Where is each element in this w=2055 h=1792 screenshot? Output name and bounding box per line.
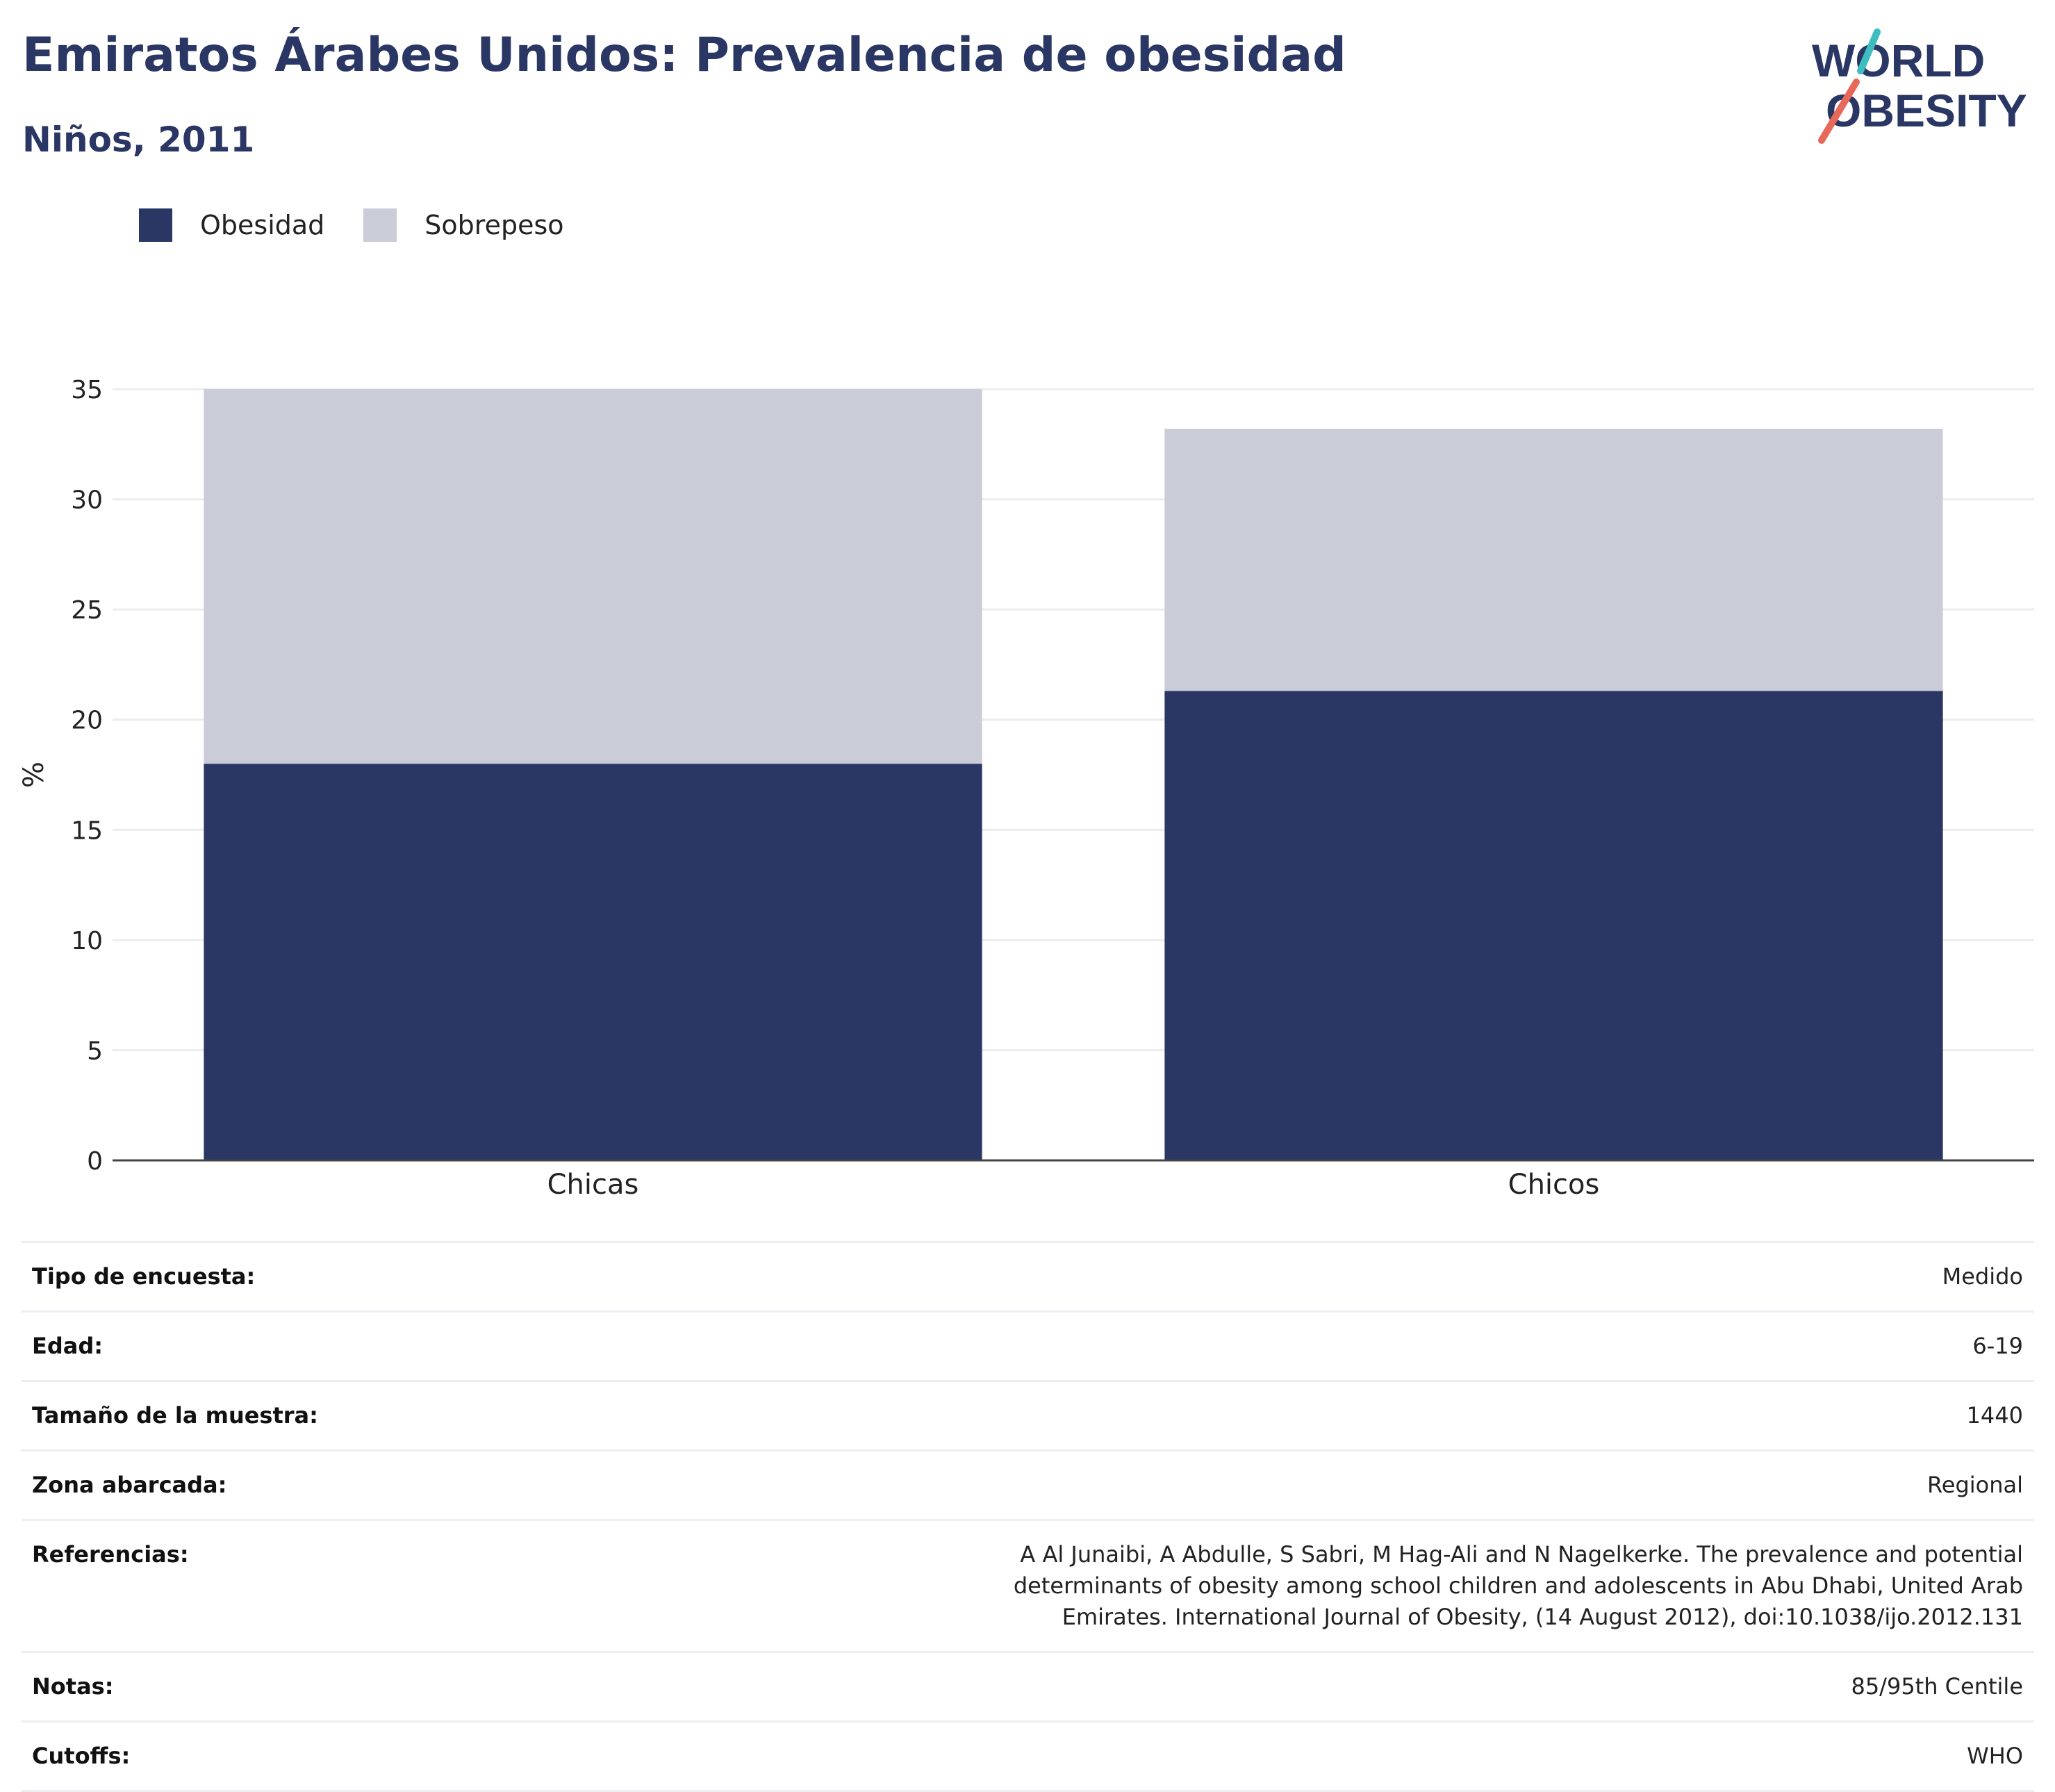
table-row: Zona abarcada: Regional — [21, 1449, 2034, 1521]
info-value: WHO — [349, 1720, 2034, 1792]
chart-title: Emiratos Árabes Unidos: Prevalencia de o… — [22, 28, 1346, 83]
info-value: Regional — [349, 1449, 2034, 1521]
info-key: Notas: — [21, 1651, 349, 1723]
survey-info-table: Tipo de encuesta: Medido Edad: 6-19 Tama… — [21, 1241, 2034, 1792]
table-row: Tipo de encuesta: Medido — [21, 1241, 2034, 1313]
y-tick-label: 25 — [71, 596, 103, 625]
info-key: Cutoffs: — [21, 1720, 349, 1792]
table-row: Cutoffs: WHO — [21, 1720, 2034, 1792]
x-tick-label: Chicos — [1508, 1169, 1600, 1201]
info-key: Tamaño de la muestra: — [21, 1380, 349, 1452]
table-row: Notas: 85/95th Centile — [21, 1651, 2034, 1723]
info-key: Referencias: — [21, 1519, 349, 1653]
info-value: A Al Junaibi, A Abdulle, S Sabri, M Hag-… — [349, 1519, 2034, 1653]
svg-text:WORLD: WORLD — [1812, 35, 1985, 86]
y-tick-label: 35 — [71, 376, 103, 404]
info-key: Tipo de encuesta: — [21, 1241, 349, 1313]
legend-swatch-sobrepeso — [363, 208, 397, 242]
y-tick-label: 15 — [71, 816, 103, 845]
info-value: 6-19 — [349, 1310, 2034, 1382]
y-tick-label: 30 — [71, 486, 103, 515]
legend-item-obesidad: Obesidad — [139, 208, 324, 242]
bar-obesidad-chicas — [204, 764, 982, 1160]
bar-obesidad-chicos — [1164, 691, 1943, 1160]
legend-label: Obesidad — [200, 210, 325, 240]
bar-sobrepeso-chicos — [1164, 429, 1943, 691]
legend-label: Sobrepeso — [424, 210, 564, 240]
table-row: Edad: 6-19 — [21, 1310, 2034, 1382]
world-obesity-logo: WORLD OBESITY — [1812, 28, 2027, 144]
info-key: Zona abarcada: — [21, 1449, 349, 1521]
info-value: 1440 — [349, 1380, 2034, 1452]
y-tick-label: 10 — [71, 927, 103, 955]
chart-legend: Obesidad Sobrepeso — [139, 206, 603, 245]
legend-swatch-obesidad — [139, 208, 172, 242]
y-tick-label: 5 — [87, 1037, 103, 1065]
chart-subtitle: Niños, 2011 — [22, 120, 255, 160]
x-tick-label: Chicas — [547, 1169, 639, 1201]
table-row: Referencias: A Al Junaibi, A Abdulle, S … — [21, 1519, 2034, 1653]
y-tick-label: 0 — [87, 1147, 103, 1176]
bar-sobrepeso-chicas — [204, 389, 982, 764]
svg-text:OBESITY: OBESITY — [1826, 85, 2027, 136]
info-value: Medido — [349, 1241, 2034, 1313]
legend-item-sobrepeso: Sobrepeso — [363, 208, 564, 242]
info-value: 85/95th Centile — [349, 1651, 2034, 1723]
y-tick-label: 20 — [71, 707, 103, 735]
table-row: Tamaño de la muestra: 1440 — [21, 1380, 2034, 1452]
bar-chart: 0 5 10 15 20 25 30 35 Chicas Chicos% — [18, 376, 2034, 1201]
y-axis-label: % — [18, 762, 50, 788]
info-key: Edad: — [21, 1310, 349, 1382]
